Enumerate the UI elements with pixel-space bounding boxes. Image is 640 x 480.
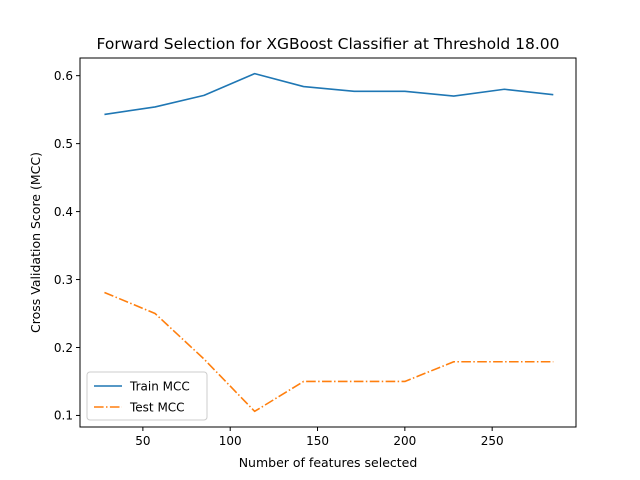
y-tick-label: 0.1: [54, 409, 73, 423]
y-tick-label: 0.6: [54, 69, 73, 83]
series-line-test-mcc: [104, 291, 554, 413]
series-train-mcc: [104, 72, 554, 116]
series-line-train-mcc: [104, 72, 554, 116]
chart-title: Forward Selection for XGBoost Classifier…: [96, 35, 559, 53]
x-axis-label: Number of features selected: [239, 455, 418, 470]
y-tick-label: 0.2: [54, 341, 73, 355]
legend-label-train-mcc: Train MCC: [129, 379, 190, 393]
y-tick-label: 0.5: [54, 137, 73, 151]
x-tick-label: 200: [393, 434, 416, 448]
series-test-mcc: [104, 291, 554, 413]
x-tick-label: 150: [306, 434, 329, 448]
x-axis-ticks: 50 100 150 200 250: [135, 427, 504, 448]
x-tick-label: 250: [481, 434, 504, 448]
series-layer: [104, 72, 554, 413]
x-tick-label: 100: [219, 434, 242, 448]
y-axis-ticks: 0.1 0.2 0.3 0.4 0.5 0.6: [54, 69, 80, 423]
y-axis-label: Cross Validation Score (MCC): [28, 152, 43, 333]
x-tick-label: 50: [135, 434, 150, 448]
legend-box: [86, 371, 208, 421]
plot-area-frame: [79, 57, 577, 428]
y-tick-label: 0.4: [54, 205, 73, 219]
legend-label-test-mcc: Test MCC: [129, 400, 185, 414]
y-tick-label: 0.3: [54, 273, 73, 287]
legend: Train MCC Test MCC: [86, 371, 208, 421]
